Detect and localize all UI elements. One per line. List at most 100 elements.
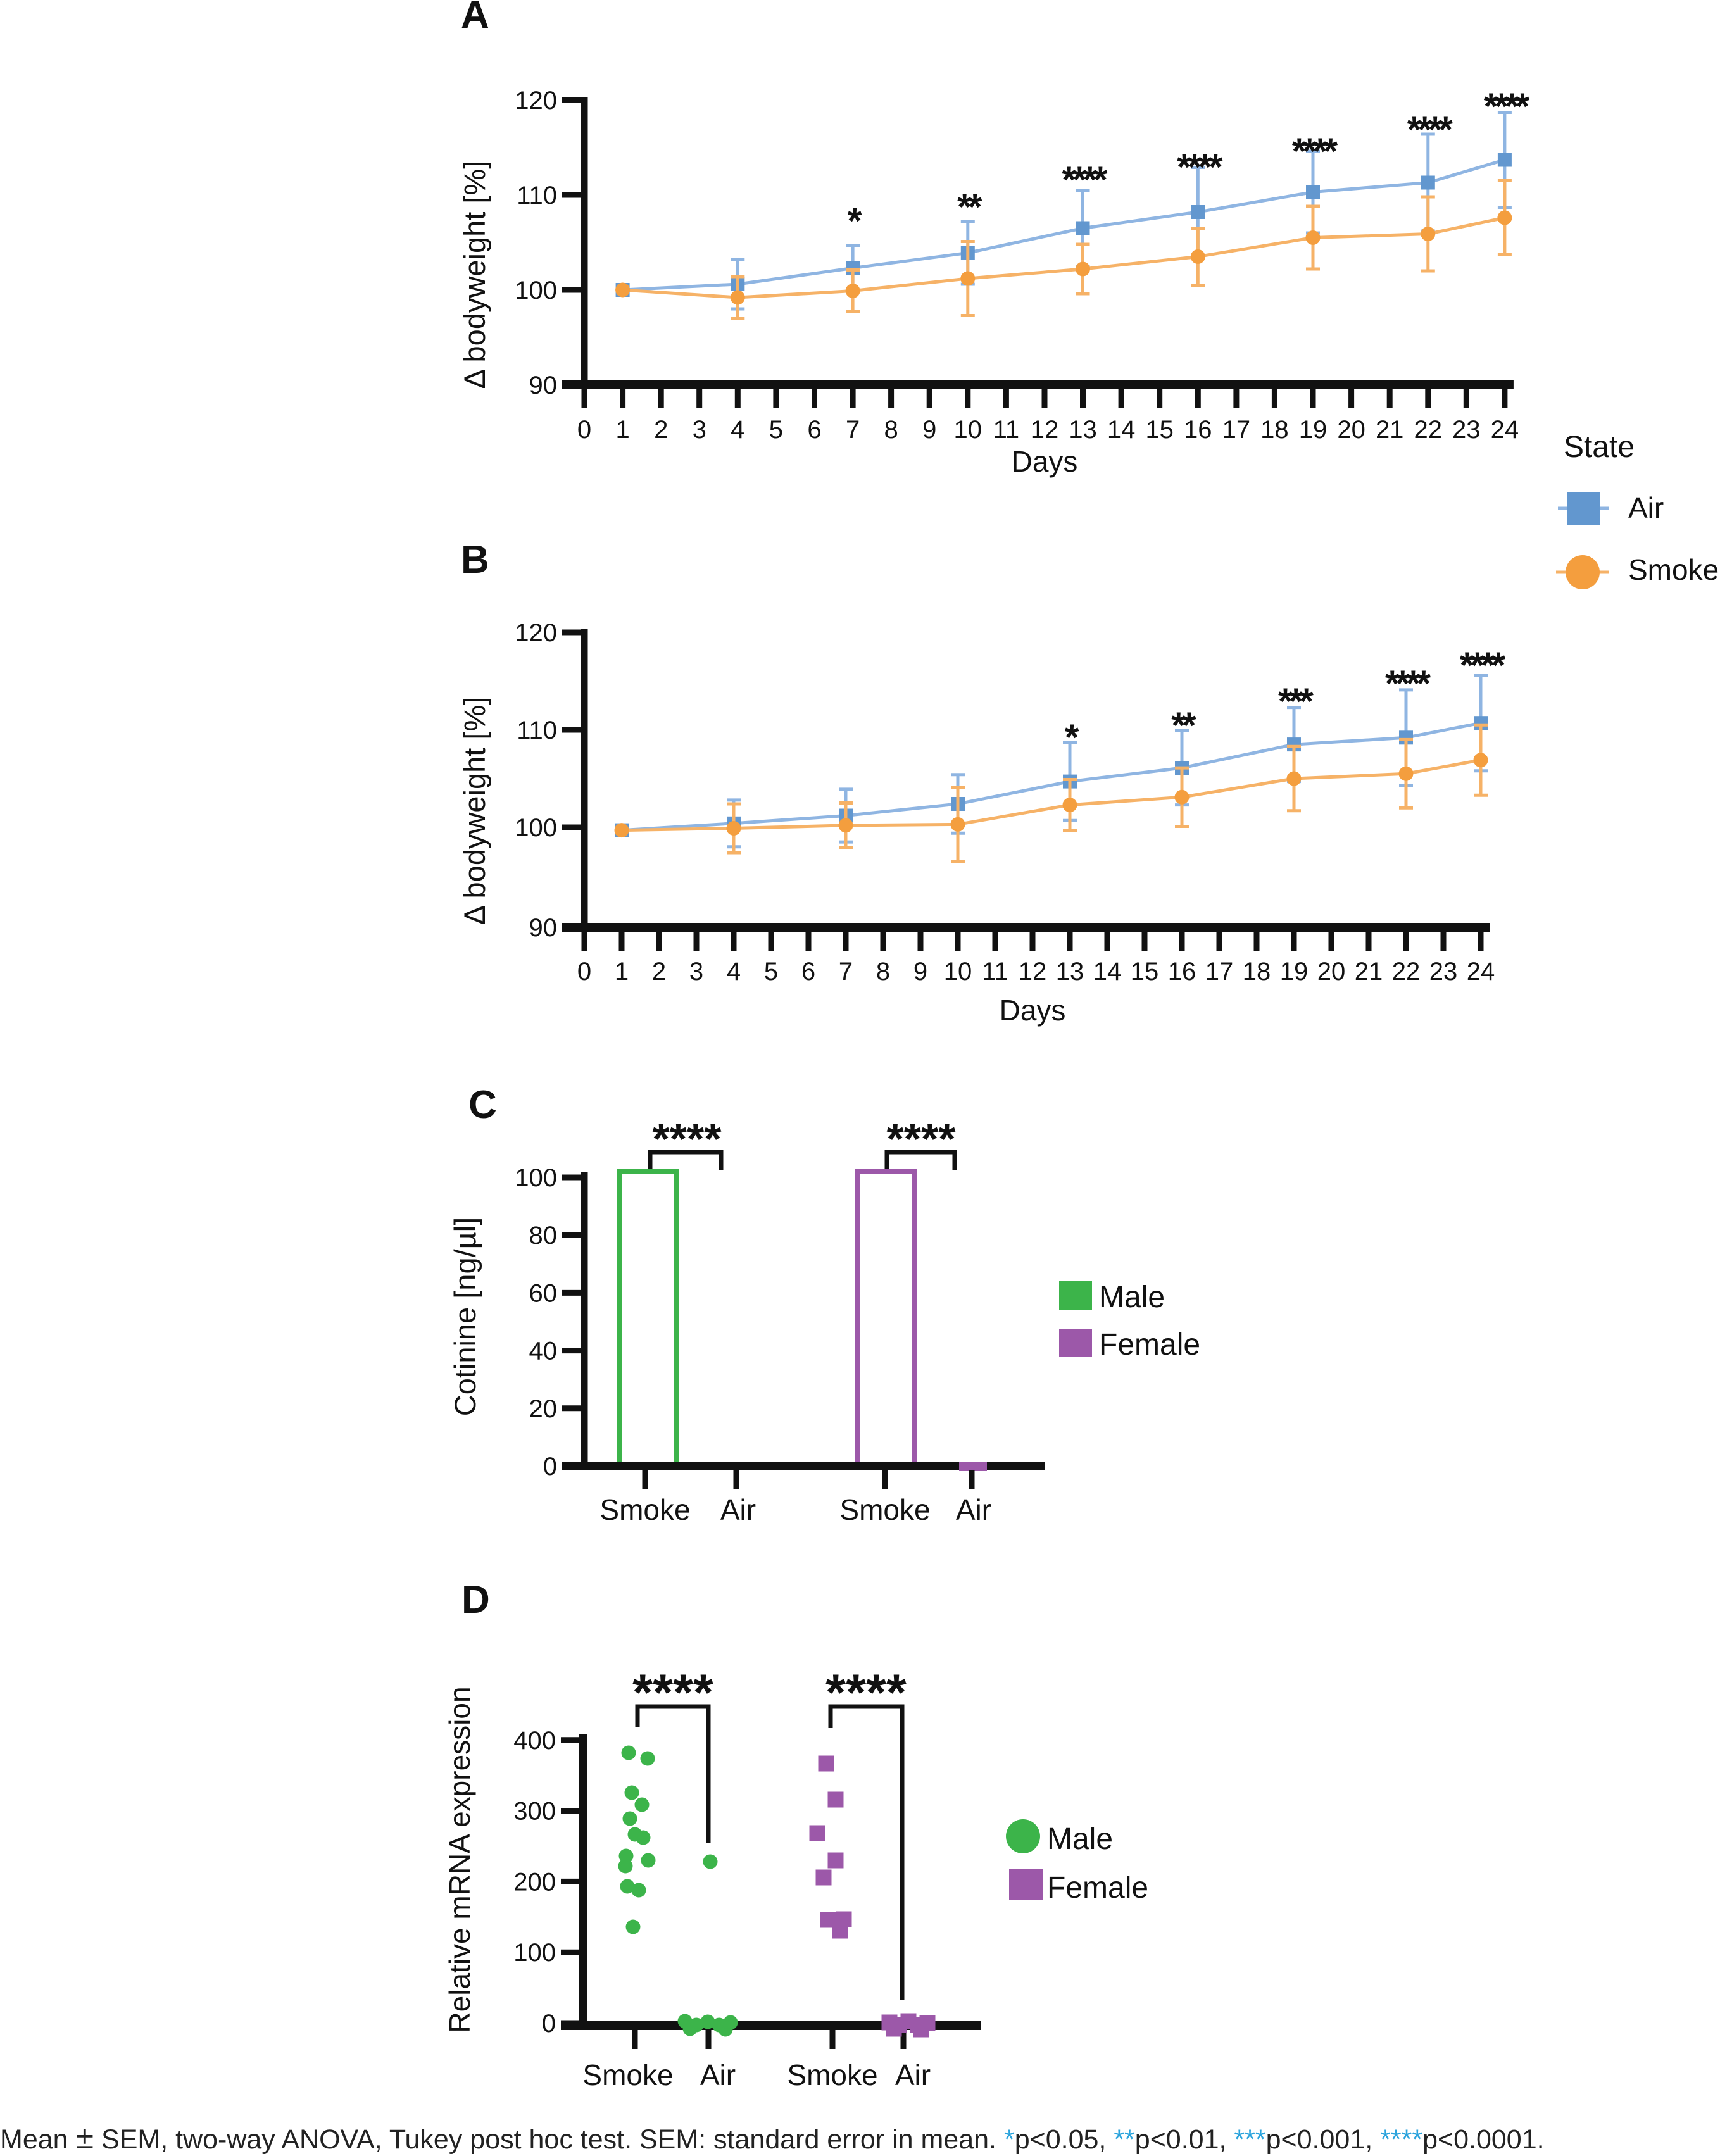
svg-text:Air: Air	[895, 2059, 931, 2091]
svg-text:D: D	[461, 1578, 490, 1622]
svg-text:7: 7	[839, 958, 853, 986]
svg-text:14: 14	[1107, 416, 1136, 444]
svg-text:21: 21	[1355, 958, 1383, 986]
svg-text:****: ****	[1460, 645, 1506, 686]
svg-text:****: ****	[1484, 86, 1530, 127]
svg-text:Air: Air	[720, 1493, 756, 1526]
svg-text:10: 10	[954, 416, 982, 444]
svg-text:400: 400	[513, 1727, 556, 1755]
svg-text:Male: Male	[1047, 1822, 1113, 1856]
svg-text:Smoke: Smoke	[582, 2059, 673, 2091]
svg-text:16: 16	[1184, 416, 1212, 444]
svg-text:C: C	[468, 1083, 497, 1127]
svg-text:90: 90	[529, 372, 558, 399]
svg-text:21: 21	[1376, 416, 1404, 444]
svg-text:B: B	[461, 538, 489, 582]
svg-text:2: 2	[652, 958, 666, 986]
svg-text:7: 7	[846, 416, 860, 444]
svg-text:110: 110	[517, 182, 557, 210]
svg-text:13: 13	[1056, 958, 1084, 986]
svg-text:1: 1	[615, 958, 629, 986]
svg-text:Air: Air	[956, 1493, 991, 1526]
svg-text:100: 100	[513, 1939, 556, 1967]
svg-text:18: 18	[1243, 958, 1271, 986]
svg-text:Δ bodyweight [%]: Δ bodyweight [%]	[458, 161, 491, 389]
svg-text:19: 19	[1299, 416, 1328, 444]
svg-text:0: 0	[543, 1453, 557, 1481]
svg-text:Female: Female	[1099, 1328, 1200, 1362]
svg-text:6: 6	[801, 958, 815, 986]
svg-text:13: 13	[1069, 416, 1097, 444]
svg-text:90: 90	[529, 914, 558, 942]
svg-text:19: 19	[1280, 958, 1309, 986]
svg-text:23: 23	[1429, 958, 1458, 986]
svg-text:Female: Female	[1047, 1871, 1148, 1905]
svg-text:Days: Days	[1000, 994, 1066, 1027]
svg-text:20: 20	[529, 1395, 558, 1423]
svg-text:Smoke: Smoke	[787, 2059, 877, 2091]
svg-text:9: 9	[913, 958, 927, 986]
svg-text:24: 24	[1467, 958, 1495, 986]
svg-text:****: ****	[1062, 160, 1108, 201]
svg-text:11: 11	[982, 958, 1008, 986]
svg-text:10: 10	[944, 958, 972, 986]
svg-text:9: 9	[922, 416, 936, 444]
svg-text:State: State	[1564, 430, 1635, 464]
svg-text:Smoke: Smoke	[1628, 553, 1719, 586]
svg-text:4: 4	[731, 416, 744, 444]
svg-text:120: 120	[515, 619, 557, 647]
svg-text:****: ****	[825, 1664, 907, 1722]
svg-text:5: 5	[769, 416, 783, 444]
svg-text:300: 300	[513, 1798, 556, 1826]
svg-text:Air: Air	[1628, 491, 1664, 524]
svg-text:17: 17	[1222, 416, 1251, 444]
svg-text:Smoke: Smoke	[839, 1493, 930, 1526]
svg-text:6: 6	[807, 416, 821, 444]
svg-text:8: 8	[884, 416, 898, 444]
svg-text:16: 16	[1168, 958, 1196, 986]
svg-text:24: 24	[1491, 416, 1519, 444]
svg-text:200: 200	[513, 1868, 556, 1896]
svg-text:2: 2	[654, 416, 668, 444]
svg-text:22: 22	[1392, 958, 1421, 986]
svg-text:120: 120	[515, 87, 557, 115]
svg-text:8: 8	[876, 958, 890, 986]
svg-text:Cotinine [ng/µl]: Cotinine [ng/µl]	[448, 1217, 482, 1416]
svg-text:4: 4	[727, 958, 741, 986]
svg-text:0: 0	[577, 416, 591, 444]
svg-text:23: 23	[1452, 416, 1481, 444]
svg-text:110: 110	[517, 717, 557, 744]
svg-text:Male: Male	[1099, 1281, 1165, 1314]
svg-text:15: 15	[1145, 416, 1174, 444]
svg-text:****: ****	[1407, 110, 1453, 151]
svg-text:100: 100	[515, 814, 557, 842]
svg-text:3: 3	[693, 416, 706, 444]
svg-text:****: ****	[1177, 147, 1223, 188]
svg-text:0: 0	[577, 958, 591, 986]
svg-text:****: ****	[653, 1114, 722, 1163]
svg-text:17: 17	[1205, 958, 1234, 986]
svg-text:****: ****	[887, 1114, 957, 1163]
svg-text:12: 12	[1031, 416, 1059, 444]
svg-text:Relative mRNA expression: Relative mRNA expression	[443, 1686, 476, 2033]
svg-text:20: 20	[1317, 958, 1346, 986]
svg-text:***: ***	[1278, 681, 1314, 722]
svg-text:****: ****	[632, 1664, 713, 1722]
svg-text:5: 5	[764, 958, 778, 986]
svg-text:Air: Air	[700, 2059, 736, 2091]
svg-text:Days: Days	[1012, 445, 1078, 478]
svg-text:14: 14	[1093, 958, 1122, 986]
svg-text:60: 60	[529, 1279, 558, 1307]
svg-text:11: 11	[993, 416, 1020, 444]
svg-text:****: ****	[1292, 131, 1338, 172]
svg-text:3: 3	[689, 958, 703, 986]
svg-text:100: 100	[515, 277, 557, 304]
svg-text:40: 40	[529, 1338, 558, 1365]
svg-text:****: ****	[1385, 663, 1431, 705]
svg-text:Δ bodyweight [%]: Δ bodyweight [%]	[458, 697, 491, 925]
svg-text:20: 20	[1337, 416, 1365, 444]
svg-text:12: 12	[1019, 958, 1047, 986]
svg-text:18: 18	[1260, 416, 1289, 444]
svg-text:Mean ± SEM, two-way ANOVA, Tuk: Mean ± SEM, two-way ANOVA, Tukey post ho…	[0, 2119, 1545, 2156]
svg-text:100: 100	[515, 1164, 557, 1192]
